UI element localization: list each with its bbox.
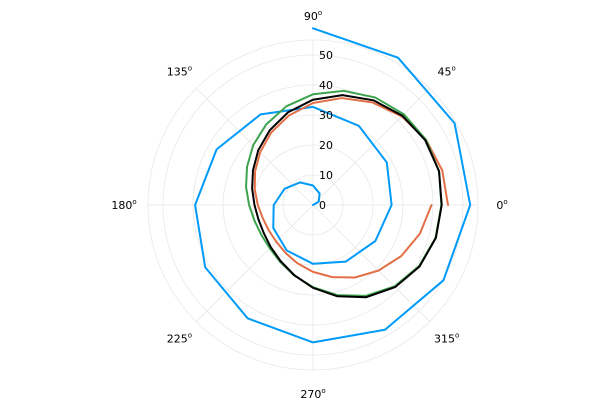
tick-labels: 0 10 20 30 40 50 0o 45o 90o 135o 180o 225o 270o 315o — [111, 9, 507, 400]
angular-tick-label: 315o — [434, 332, 459, 346]
angular-gridline — [312, 88, 430, 206]
angular-tick-label: 90o — [304, 9, 322, 23]
series-line-3 — [245, 89, 443, 297]
angular-tick-label: 0o — [496, 198, 507, 212]
series-line-2 — [253, 97, 449, 279]
radial-tick-label: 10 — [319, 169, 333, 182]
series-layer — [194, 27, 472, 344]
radial-tick-label: 0 — [319, 199, 326, 212]
angular-gridline — [312, 204, 430, 322]
radial-tick-label: 50 — [319, 49, 333, 62]
angular-tick-label: 270o — [300, 387, 325, 400]
radial-tick-label: 20 — [319, 139, 333, 152]
angular-gridline — [196, 204, 314, 322]
angular-tick-label: 225o — [167, 332, 192, 346]
series-line-1 — [194, 27, 472, 344]
radial-tick-label: 30 — [319, 109, 333, 122]
angular-tick-label: 135o — [167, 64, 192, 78]
series-line-4 — [251, 94, 443, 299]
radial-tick-label: 40 — [319, 79, 333, 92]
angular-tick-label: 180o — [111, 198, 136, 212]
angular-tick-label: 45o — [437, 64, 455, 78]
